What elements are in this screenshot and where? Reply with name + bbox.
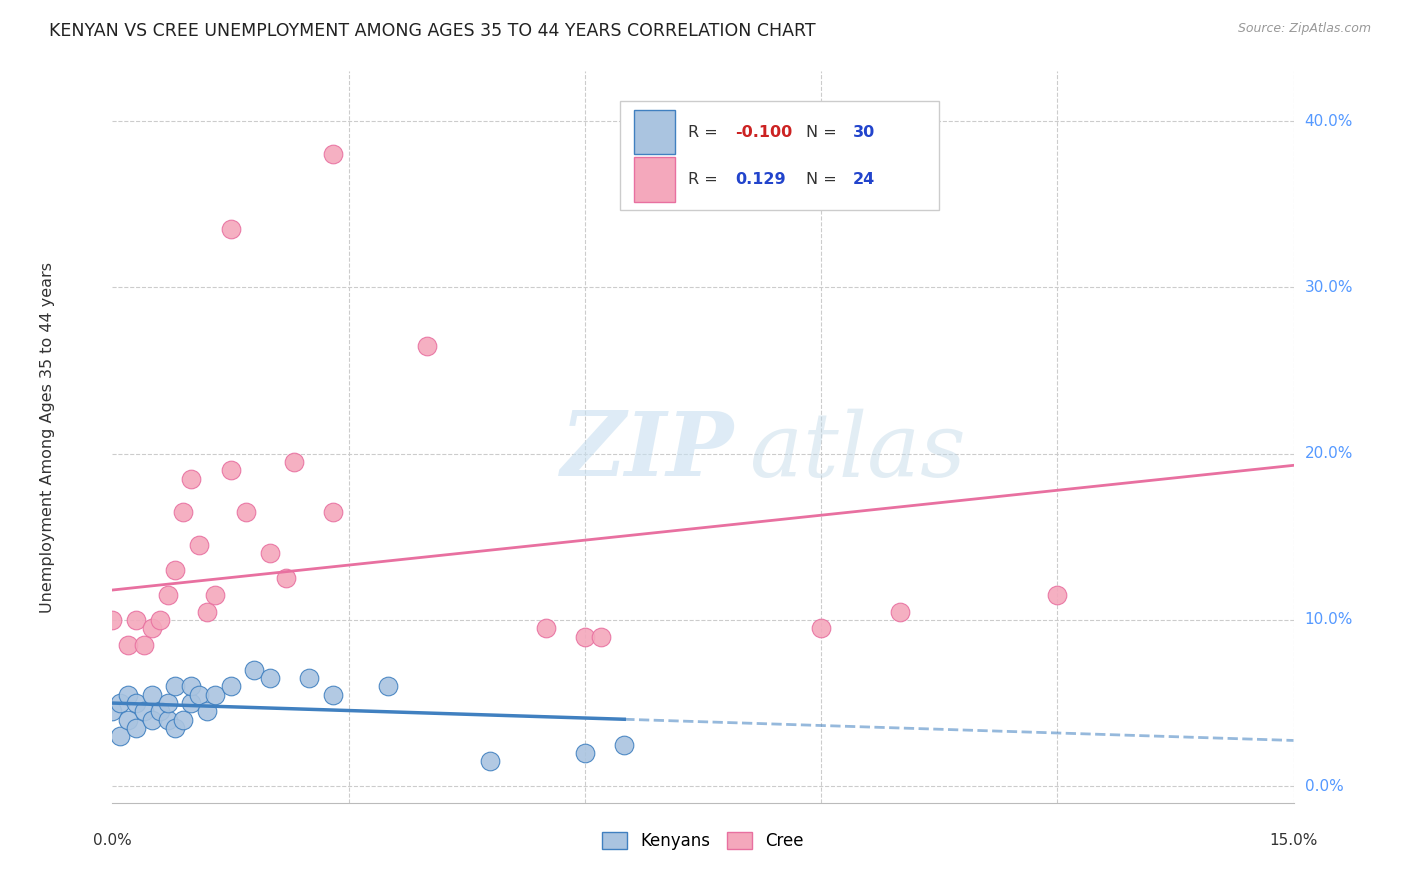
Text: 0.129: 0.129: [735, 172, 786, 187]
FancyBboxPatch shape: [634, 110, 675, 154]
Point: [149, 613, 172, 627]
Point: [810, 621, 832, 635]
Text: atlas: atlas: [751, 409, 966, 495]
Point: [479, 754, 502, 768]
Point: [589, 630, 612, 644]
Text: -0.100: -0.100: [735, 125, 792, 139]
Text: 20.0%: 20.0%: [1305, 446, 1353, 461]
Point: [141, 713, 163, 727]
FancyBboxPatch shape: [634, 157, 675, 202]
FancyBboxPatch shape: [620, 101, 939, 211]
Point: [172, 505, 194, 519]
Point: [416, 338, 439, 352]
Point: [195, 705, 218, 719]
Point: [274, 571, 297, 585]
Point: [165, 721, 187, 735]
Point: [117, 638, 139, 652]
Point: [180, 696, 202, 710]
Text: 15.0%: 15.0%: [1270, 833, 1317, 848]
Point: [219, 463, 242, 477]
Legend: Kenyans, Cree: Kenyans, Cree: [595, 825, 811, 856]
Point: [204, 688, 226, 702]
Point: [219, 680, 242, 694]
Point: [574, 630, 596, 644]
Point: [172, 713, 194, 727]
Point: [235, 505, 257, 519]
Point: [110, 729, 132, 743]
Point: [132, 705, 155, 719]
Text: ZIP: ZIP: [561, 409, 735, 495]
Point: [165, 680, 187, 694]
Point: [322, 147, 344, 161]
Text: 0.0%: 0.0%: [1305, 779, 1343, 794]
Point: [1046, 588, 1069, 602]
Point: [534, 621, 557, 635]
Point: [322, 688, 344, 702]
Point: [156, 713, 179, 727]
Point: [141, 688, 163, 702]
Text: 10.0%: 10.0%: [1305, 613, 1353, 627]
Point: [165, 563, 187, 577]
Point: [195, 605, 218, 619]
Point: [156, 588, 179, 602]
Point: [125, 613, 148, 627]
Point: [574, 746, 596, 760]
Point: [259, 546, 281, 560]
Text: Source: ZipAtlas.com: Source: ZipAtlas.com: [1237, 22, 1371, 36]
Text: 30: 30: [853, 125, 876, 139]
Text: 30.0%: 30.0%: [1305, 280, 1353, 295]
Text: R =: R =: [688, 172, 723, 187]
Point: [377, 680, 399, 694]
Point: [110, 696, 132, 710]
Text: 24: 24: [853, 172, 876, 187]
Text: N =: N =: [806, 125, 842, 139]
Point: [180, 680, 202, 694]
Point: [204, 588, 226, 602]
Point: [322, 505, 344, 519]
Text: 40.0%: 40.0%: [1305, 114, 1353, 128]
Text: R =: R =: [688, 125, 723, 139]
Point: [180, 472, 202, 486]
Text: N =: N =: [806, 172, 842, 187]
Point: [283, 455, 305, 469]
Point: [156, 696, 179, 710]
Point: [125, 721, 148, 735]
Point: [188, 538, 211, 552]
Point: [132, 638, 155, 652]
Text: 0.0%: 0.0%: [93, 833, 132, 848]
Point: [101, 705, 124, 719]
Point: [219, 222, 242, 236]
Point: [259, 671, 281, 685]
Point: [188, 688, 211, 702]
Point: [117, 688, 139, 702]
Text: Unemployment Among Ages 35 to 44 years: Unemployment Among Ages 35 to 44 years: [39, 261, 55, 613]
Point: [149, 705, 172, 719]
Point: [117, 713, 139, 727]
Point: [243, 663, 266, 677]
Point: [298, 671, 321, 685]
Point: [141, 621, 163, 635]
Point: [101, 613, 124, 627]
Point: [125, 696, 148, 710]
Text: KENYAN VS CREE UNEMPLOYMENT AMONG AGES 35 TO 44 YEARS CORRELATION CHART: KENYAN VS CREE UNEMPLOYMENT AMONG AGES 3…: [49, 22, 815, 40]
Point: [889, 605, 911, 619]
Point: [613, 738, 636, 752]
